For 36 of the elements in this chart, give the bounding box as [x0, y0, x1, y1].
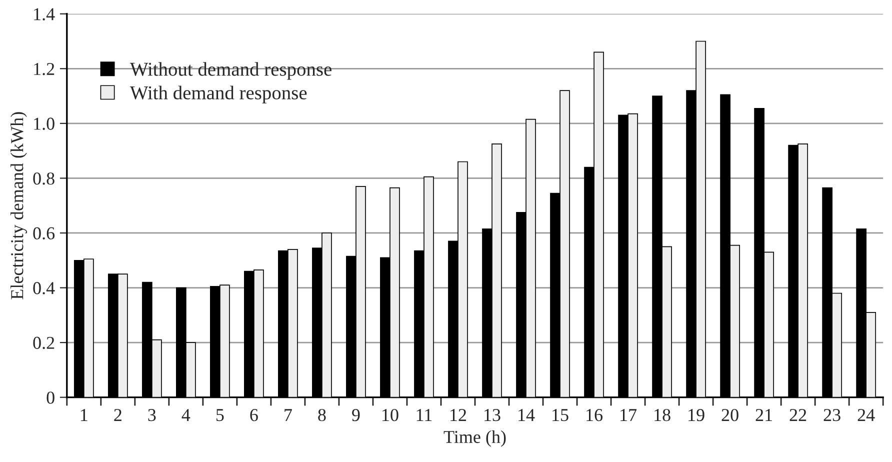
x-tick-label: 11	[416, 409, 432, 421]
x-tick-label: 9	[352, 409, 360, 422]
x-tick-label: 24	[858, 409, 875, 421]
y-tick-label: 1.2	[34, 62, 54, 76]
x-tick-label: 3	[148, 409, 156, 422]
legend-label: Without demand response	[130, 62, 332, 80]
y-tick-label: 1.0	[34, 118, 54, 130]
x-tick-label: 6	[250, 409, 258, 422]
y-tick-label: 0.4	[33, 282, 55, 294]
y-tick-label: 0.8	[33, 172, 54, 185]
legend-label: With demand response	[130, 86, 307, 104]
x-tick-label: 19	[688, 409, 704, 422]
x-tick-label: 17	[620, 409, 637, 421]
y-axis-title: Electricity demand (kWh)	[10, 112, 27, 300]
x-tick-label: 13	[484, 409, 500, 422]
x-tick-label: 14	[518, 409, 535, 421]
x-tick-label: 12	[450, 409, 466, 421]
x-tick-label: 23	[824, 409, 840, 422]
x-tick-label: 15	[552, 409, 568, 422]
x-tick-label: 10	[382, 408, 398, 422]
x-tick-label: 1	[80, 409, 88, 421]
x-tick-label: 21	[756, 409, 772, 421]
y-tick-label: 0.2	[33, 336, 54, 350]
x-tick-label: 5	[216, 409, 224, 422]
x-tick-label: 2	[114, 409, 122, 421]
y-tick-label: 0.6	[33, 227, 55, 240]
x-tick-label: 22	[790, 409, 806, 421]
x-tick-label: 7	[284, 409, 292, 421]
x-tick-label: 16	[586, 409, 603, 422]
x-tick-label: 18	[654, 408, 670, 422]
y-tick-label: 0	[46, 392, 54, 404]
x-tick-label: 4	[182, 409, 190, 421]
x-tick-label: 20	[722, 408, 738, 422]
y-tick-label: 1.4	[34, 8, 55, 20]
x-axis-title: Time (h)	[444, 430, 506, 447]
x-tick-label: 8	[318, 408, 326, 422]
